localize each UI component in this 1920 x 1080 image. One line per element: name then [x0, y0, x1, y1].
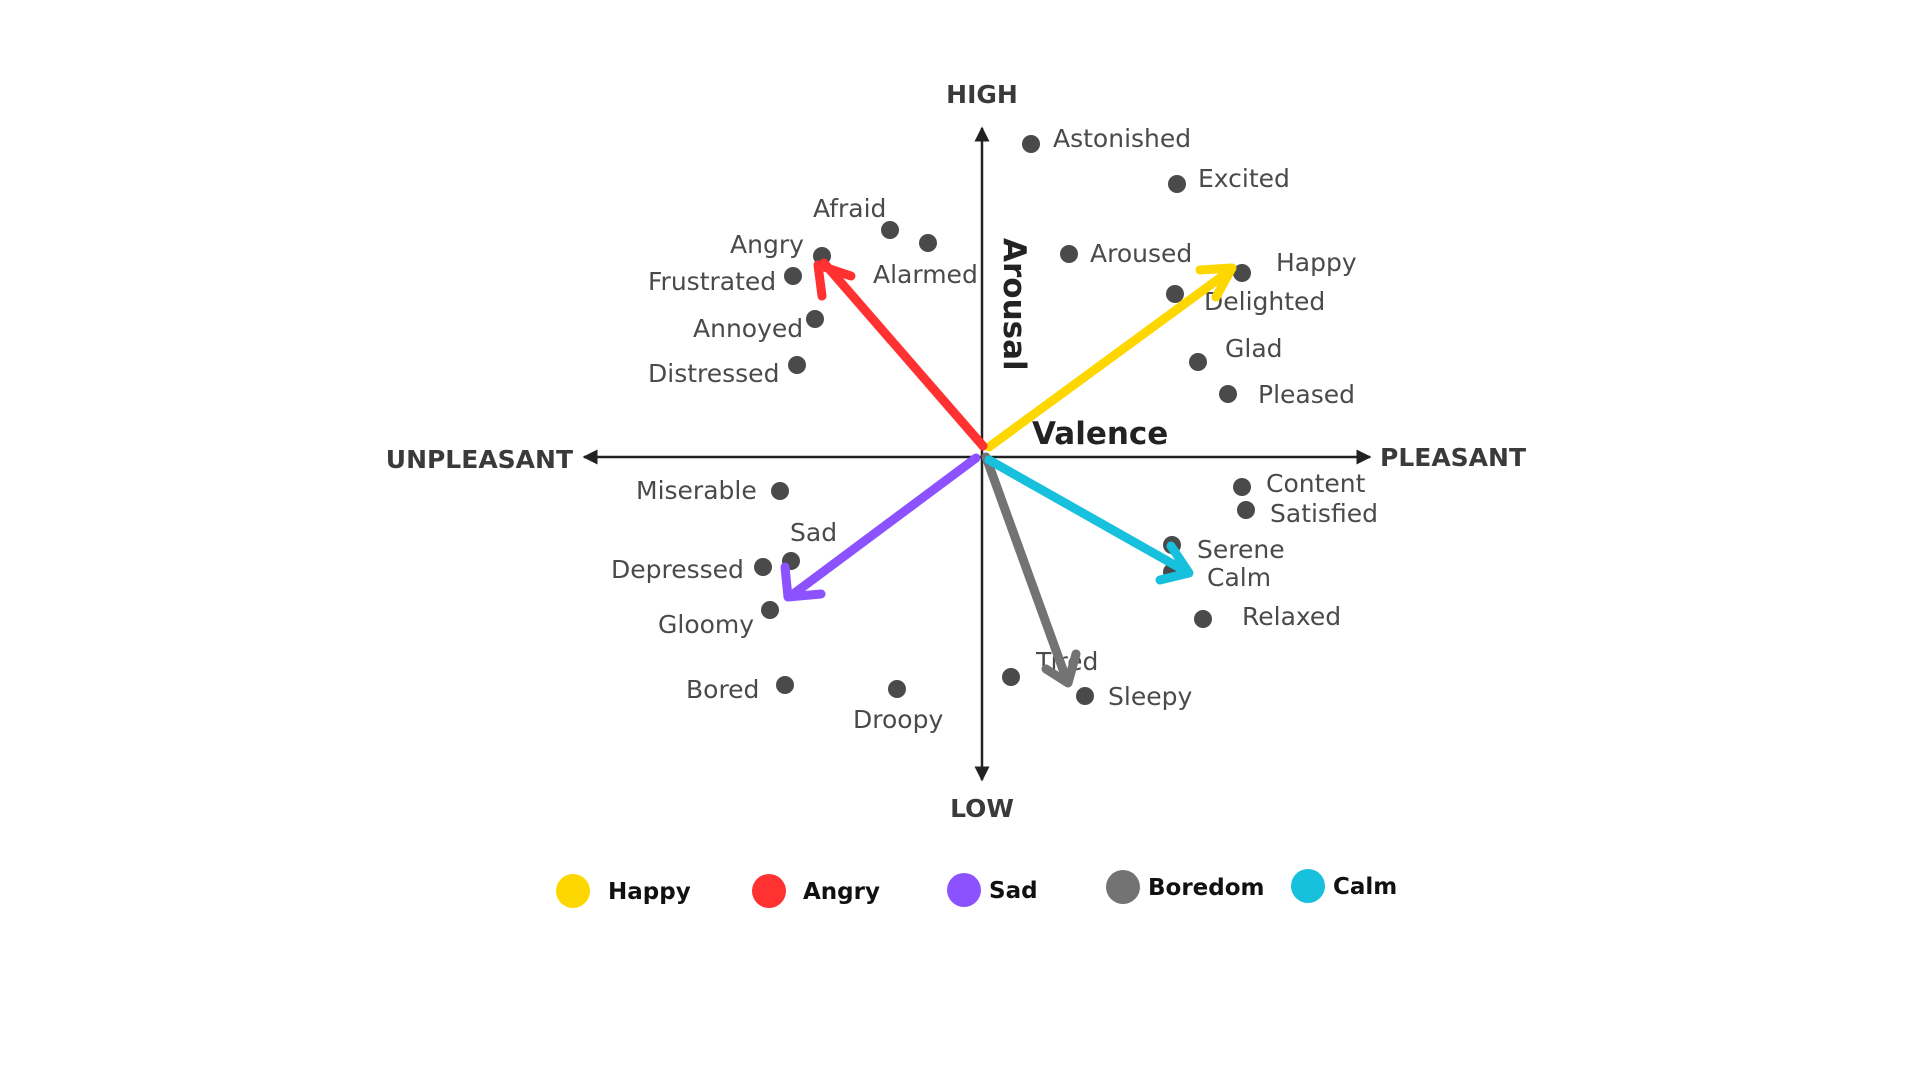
- label-depressed: Depressed: [611, 555, 744, 584]
- valence-title: Valence: [1032, 416, 1168, 452]
- label-astonished: Astonished: [1053, 124, 1191, 153]
- dot-afraid: [881, 221, 899, 239]
- dot-distressed: [788, 356, 806, 374]
- legend-item-sad: Sad: [947, 873, 1038, 907]
- emotion-arrows: [780, 258, 1237, 688]
- label-miserable: Miserable: [636, 476, 757, 505]
- label-excited: Excited: [1198, 164, 1290, 193]
- dot-alarmed: [919, 234, 937, 252]
- dot-miserable: [771, 482, 789, 500]
- dot-astonished: [1022, 135, 1040, 153]
- label-content: Content: [1266, 469, 1366, 498]
- legend-label-boredom: Boredom: [1148, 875, 1265, 901]
- dot-frustrated: [784, 267, 802, 285]
- dot-gloomy: [761, 601, 779, 619]
- label-gloomy: Gloomy: [658, 610, 754, 639]
- dot-relaxed: [1194, 610, 1212, 628]
- label-delighted: Delighted: [1204, 287, 1325, 316]
- legend-label-sad: Sad: [989, 878, 1038, 904]
- dot-happy: [1233, 264, 1251, 282]
- arrow-angry: [813, 258, 988, 451]
- label-annoyed: Annoyed: [693, 314, 803, 343]
- legend-swatch-angry: [752, 874, 786, 908]
- label-pleased: Pleased: [1258, 380, 1355, 409]
- legend-label-angry: Angry: [803, 879, 880, 905]
- label-happy: Happy: [1276, 248, 1357, 277]
- legend-item-calm: Calm: [1291, 869, 1397, 903]
- dot-glad: [1189, 353, 1207, 371]
- axis-label-low: LOW: [950, 794, 1014, 823]
- legend-swatch-sad: [947, 873, 981, 907]
- legend-swatch-happy: [556, 874, 590, 908]
- arrow-happy: [984, 263, 1237, 452]
- emotion-points: Astonished Excited Aroused Happy Delight…: [611, 124, 1378, 734]
- label-aroused: Aroused: [1090, 239, 1192, 268]
- dot-droopy: [888, 680, 906, 698]
- dot-annoyed: [806, 310, 824, 328]
- dot-satisfied: [1237, 501, 1255, 519]
- legend: Happy Angry Sad Boredom Calm: [556, 869, 1397, 908]
- dot-content: [1233, 478, 1251, 496]
- legend-item-angry: Angry: [752, 874, 880, 908]
- label-frustrated: Frustrated: [648, 267, 776, 296]
- dot-aroused: [1060, 245, 1078, 263]
- label-sad: Sad: [790, 518, 837, 547]
- label-bored: Bored: [686, 675, 759, 704]
- dot-tired: [1002, 668, 1020, 686]
- axis-label-unpleasant: UNPLEASANT: [386, 445, 573, 474]
- dot-bored: [776, 676, 794, 694]
- axis-label-high: HIGH: [946, 80, 1018, 109]
- arrow-boredom: [981, 452, 1081, 688]
- arousal-title: Arousal: [996, 238, 1032, 371]
- legend-item-happy: Happy: [556, 874, 691, 908]
- legend-label-calm: Calm: [1333, 874, 1397, 900]
- legend-swatch-calm: [1291, 869, 1325, 903]
- label-sleepy: Sleepy: [1108, 682, 1192, 711]
- dot-depressed: [754, 558, 772, 576]
- arrow-sad: [780, 453, 981, 602]
- dot-excited: [1168, 175, 1186, 193]
- arrow-calm: [984, 455, 1194, 585]
- label-droopy: Droopy: [853, 705, 943, 734]
- label-calm: Calm: [1207, 563, 1271, 592]
- legend-item-boredom: Boredom: [1106, 870, 1265, 904]
- label-glad: Glad: [1225, 334, 1283, 363]
- axis-label-pleasant: PLEASANT: [1380, 443, 1526, 472]
- label-satisfied: Satisfied: [1270, 499, 1378, 528]
- label-serene: Serene: [1197, 535, 1285, 564]
- dot-pleased: [1219, 385, 1237, 403]
- legend-label-happy: Happy: [608, 879, 691, 905]
- label-afraid: Afraid: [813, 194, 886, 223]
- dot-delighted: [1166, 285, 1184, 303]
- dot-sleepy: [1076, 687, 1094, 705]
- label-angry: Angry: [730, 230, 804, 259]
- label-relaxed: Relaxed: [1242, 602, 1341, 631]
- label-alarmed: Alarmed: [873, 260, 978, 289]
- legend-swatch-boredom: [1106, 870, 1140, 904]
- label-distressed: Distressed: [648, 359, 779, 388]
